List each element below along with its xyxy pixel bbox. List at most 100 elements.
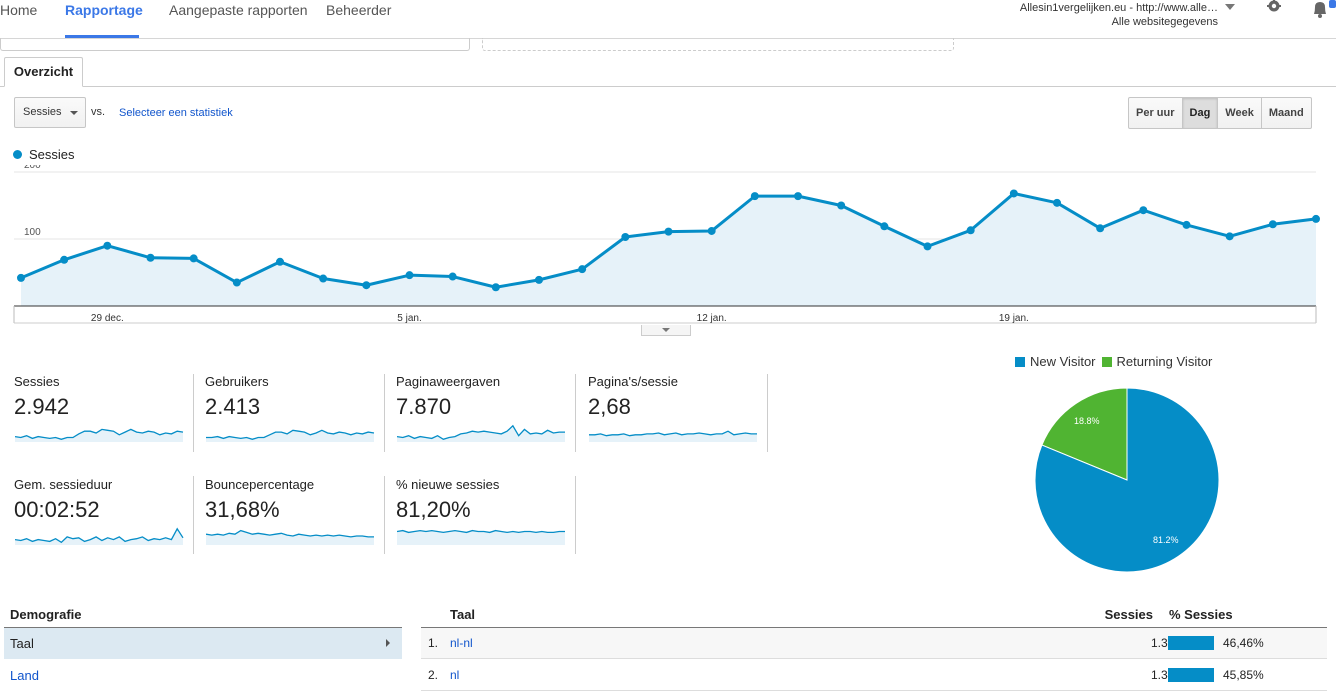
account-selector[interactable]: Allesin1vergelijken.eu - http://www.alle… bbox=[1020, 1, 1235, 29]
metric-value: 81,20% bbox=[396, 497, 471, 522]
data-point bbox=[1312, 214, 1320, 223]
divider bbox=[384, 476, 385, 554]
metric-tile[interactable]: Paginaweergaven 7.870 bbox=[396, 374, 576, 452]
nav-tab-aangepaste-rapporten[interactable]: Aangepaste rapporten bbox=[169, 2, 308, 18]
metric-tile[interactable]: Bouncepercentage 31,68% bbox=[205, 477, 385, 555]
sessions-line-chart: 100 200 29 dec. 5 jan. 12 jan. 19 jan. bbox=[13, 165, 1320, 324]
dag-button[interactable]: Dag bbox=[1181, 97, 1219, 129]
row-percentage: 46,46% bbox=[1223, 636, 1264, 650]
metric-tile[interactable]: Pagina's/sessie 2,68 bbox=[588, 374, 768, 452]
maand-button[interactable]: Maand bbox=[1260, 97, 1312, 129]
data-point bbox=[319, 274, 328, 283]
x-tick-label: 29 dec. bbox=[91, 313, 124, 324]
chevron-down-icon bbox=[1225, 4, 1235, 10]
metric-value: 31,68% bbox=[205, 497, 280, 522]
table-row: 2. nl 1.349 45,85% bbox=[421, 660, 1327, 691]
data-point bbox=[1268, 220, 1277, 229]
row-share-bar bbox=[1168, 636, 1214, 650]
caret-down-icon bbox=[70, 111, 78, 115]
data-point bbox=[794, 192, 802, 201]
metric-label: Bouncepercentage bbox=[205, 477, 315, 492]
chart-collapse-toggle[interactable] bbox=[641, 325, 691, 336]
bell-icon[interactable] bbox=[1310, 0, 1330, 18]
demografie-item-land[interactable]: Land bbox=[4, 660, 402, 691]
row-percentage: 45,85% bbox=[1223, 668, 1264, 682]
pie-legend-item[interactable]: New Visitor bbox=[1015, 354, 1096, 369]
caret-down-icon bbox=[662, 328, 670, 332]
row-language-link[interactable]: nl-nl bbox=[450, 636, 473, 650]
nav-tab-home[interactable]: Home bbox=[0, 2, 38, 18]
gear-icon[interactable] bbox=[1264, 0, 1284, 16]
sparkline-line bbox=[15, 527, 184, 544]
metric-value: 2.942 bbox=[14, 394, 70, 419]
row-language-link[interactable]: nl bbox=[450, 668, 460, 682]
sparkline-fill bbox=[15, 429, 183, 442]
metric-tile[interactable]: % nieuwe sessies 81,20% bbox=[396, 477, 576, 555]
data-point bbox=[750, 192, 759, 201]
column-header-taal[interactable]: Taal bbox=[450, 607, 476, 622]
card-remnant-left bbox=[0, 38, 470, 51]
divider bbox=[575, 374, 576, 452]
visitor-type-pie bbox=[1034, 387, 1220, 573]
y-tick-label: 200 bbox=[24, 165, 41, 171]
data-point bbox=[1009, 189, 1018, 198]
column-header-sessies[interactable]: Sessies bbox=[1104, 607, 1153, 622]
demografie-item-taal[interactable]: Taal bbox=[4, 628, 402, 659]
nav-tab-beheerder[interactable]: Beheerder bbox=[326, 2, 392, 18]
week-button[interactable]: Week bbox=[1217, 97, 1262, 129]
metric-tile[interactable]: Gem. sessieduur 00:02:52 bbox=[14, 477, 194, 555]
data-point bbox=[1096, 224, 1105, 233]
legend-swatch bbox=[1015, 357, 1025, 367]
metric-label: Gem. sessieduur bbox=[14, 477, 113, 492]
sparkline bbox=[397, 529, 565, 545]
sparkline bbox=[589, 430, 757, 442]
legend-dot bbox=[13, 150, 22, 159]
data-point bbox=[1182, 220, 1191, 229]
top-navigation: Home Rapportage Aangepaste rapporten Beh… bbox=[0, 0, 1336, 39]
per-uur-button[interactable]: Per uur bbox=[1128, 97, 1183, 129]
row-share-bar bbox=[1168, 668, 1214, 682]
row-index: 1. bbox=[428, 636, 439, 650]
data-point bbox=[232, 278, 241, 287]
metric-label: % nieuwe sessies bbox=[396, 477, 500, 492]
metric-label: Sessies bbox=[14, 374, 60, 389]
legend-label: Sessies bbox=[29, 147, 75, 162]
tab-overzicht[interactable]: Overzicht bbox=[4, 57, 83, 87]
data-point bbox=[1053, 198, 1061, 207]
nav-tab-rapportage[interactable]: Rapportage bbox=[65, 0, 143, 38]
data-point bbox=[923, 242, 932, 251]
data-point bbox=[621, 232, 630, 241]
sparkline-fill bbox=[206, 430, 374, 442]
metric-tile[interactable]: Sessies 2.942 bbox=[14, 374, 194, 452]
notification-badge bbox=[1329, 0, 1336, 8]
pie-slice bbox=[1041, 387, 1128, 481]
divider bbox=[575, 476, 576, 554]
data-point bbox=[146, 253, 155, 262]
sparkline-line bbox=[397, 424, 565, 441]
metric-tile[interactable]: Gebruikers 2.413 bbox=[205, 374, 385, 452]
pie-label-new: 81.2% bbox=[1153, 535, 1179, 545]
sparkline-fill bbox=[15, 528, 183, 545]
demografie-item-label: Taal bbox=[10, 636, 34, 651]
metric-value: 00:02:52 bbox=[14, 497, 100, 522]
x-tick-label: 12 jan. bbox=[697, 313, 727, 324]
sparkline bbox=[206, 429, 375, 442]
data-point bbox=[1225, 232, 1234, 241]
pie-legend-item[interactable]: Returning Visitor bbox=[1101, 354, 1212, 369]
column-header-pct-sessies[interactable]: % Sessies bbox=[1169, 607, 1233, 622]
sparkline-fill bbox=[589, 431, 757, 442]
vs-label: vs. bbox=[91, 106, 106, 118]
metric-label: Gebruikers bbox=[205, 374, 269, 389]
metric-select-value: Sessies bbox=[23, 106, 62, 118]
data-point bbox=[276, 257, 284, 266]
data-point bbox=[535, 275, 543, 284]
divider bbox=[384, 374, 385, 452]
metric-select[interactable]: Sessies bbox=[14, 97, 86, 128]
granularity-buttons: Per uur Dag Week Maand bbox=[1128, 97, 1312, 129]
sparkline-fill bbox=[397, 425, 565, 442]
sparkline bbox=[15, 428, 184, 442]
select-metric-link[interactable]: Selecteer een statistiek bbox=[119, 107, 233, 119]
metric-value: 7.870 bbox=[396, 394, 452, 419]
table-row: 1. nl-nl 1.367 46,46% bbox=[421, 628, 1327, 659]
y-tick-label: 100 bbox=[24, 227, 41, 238]
